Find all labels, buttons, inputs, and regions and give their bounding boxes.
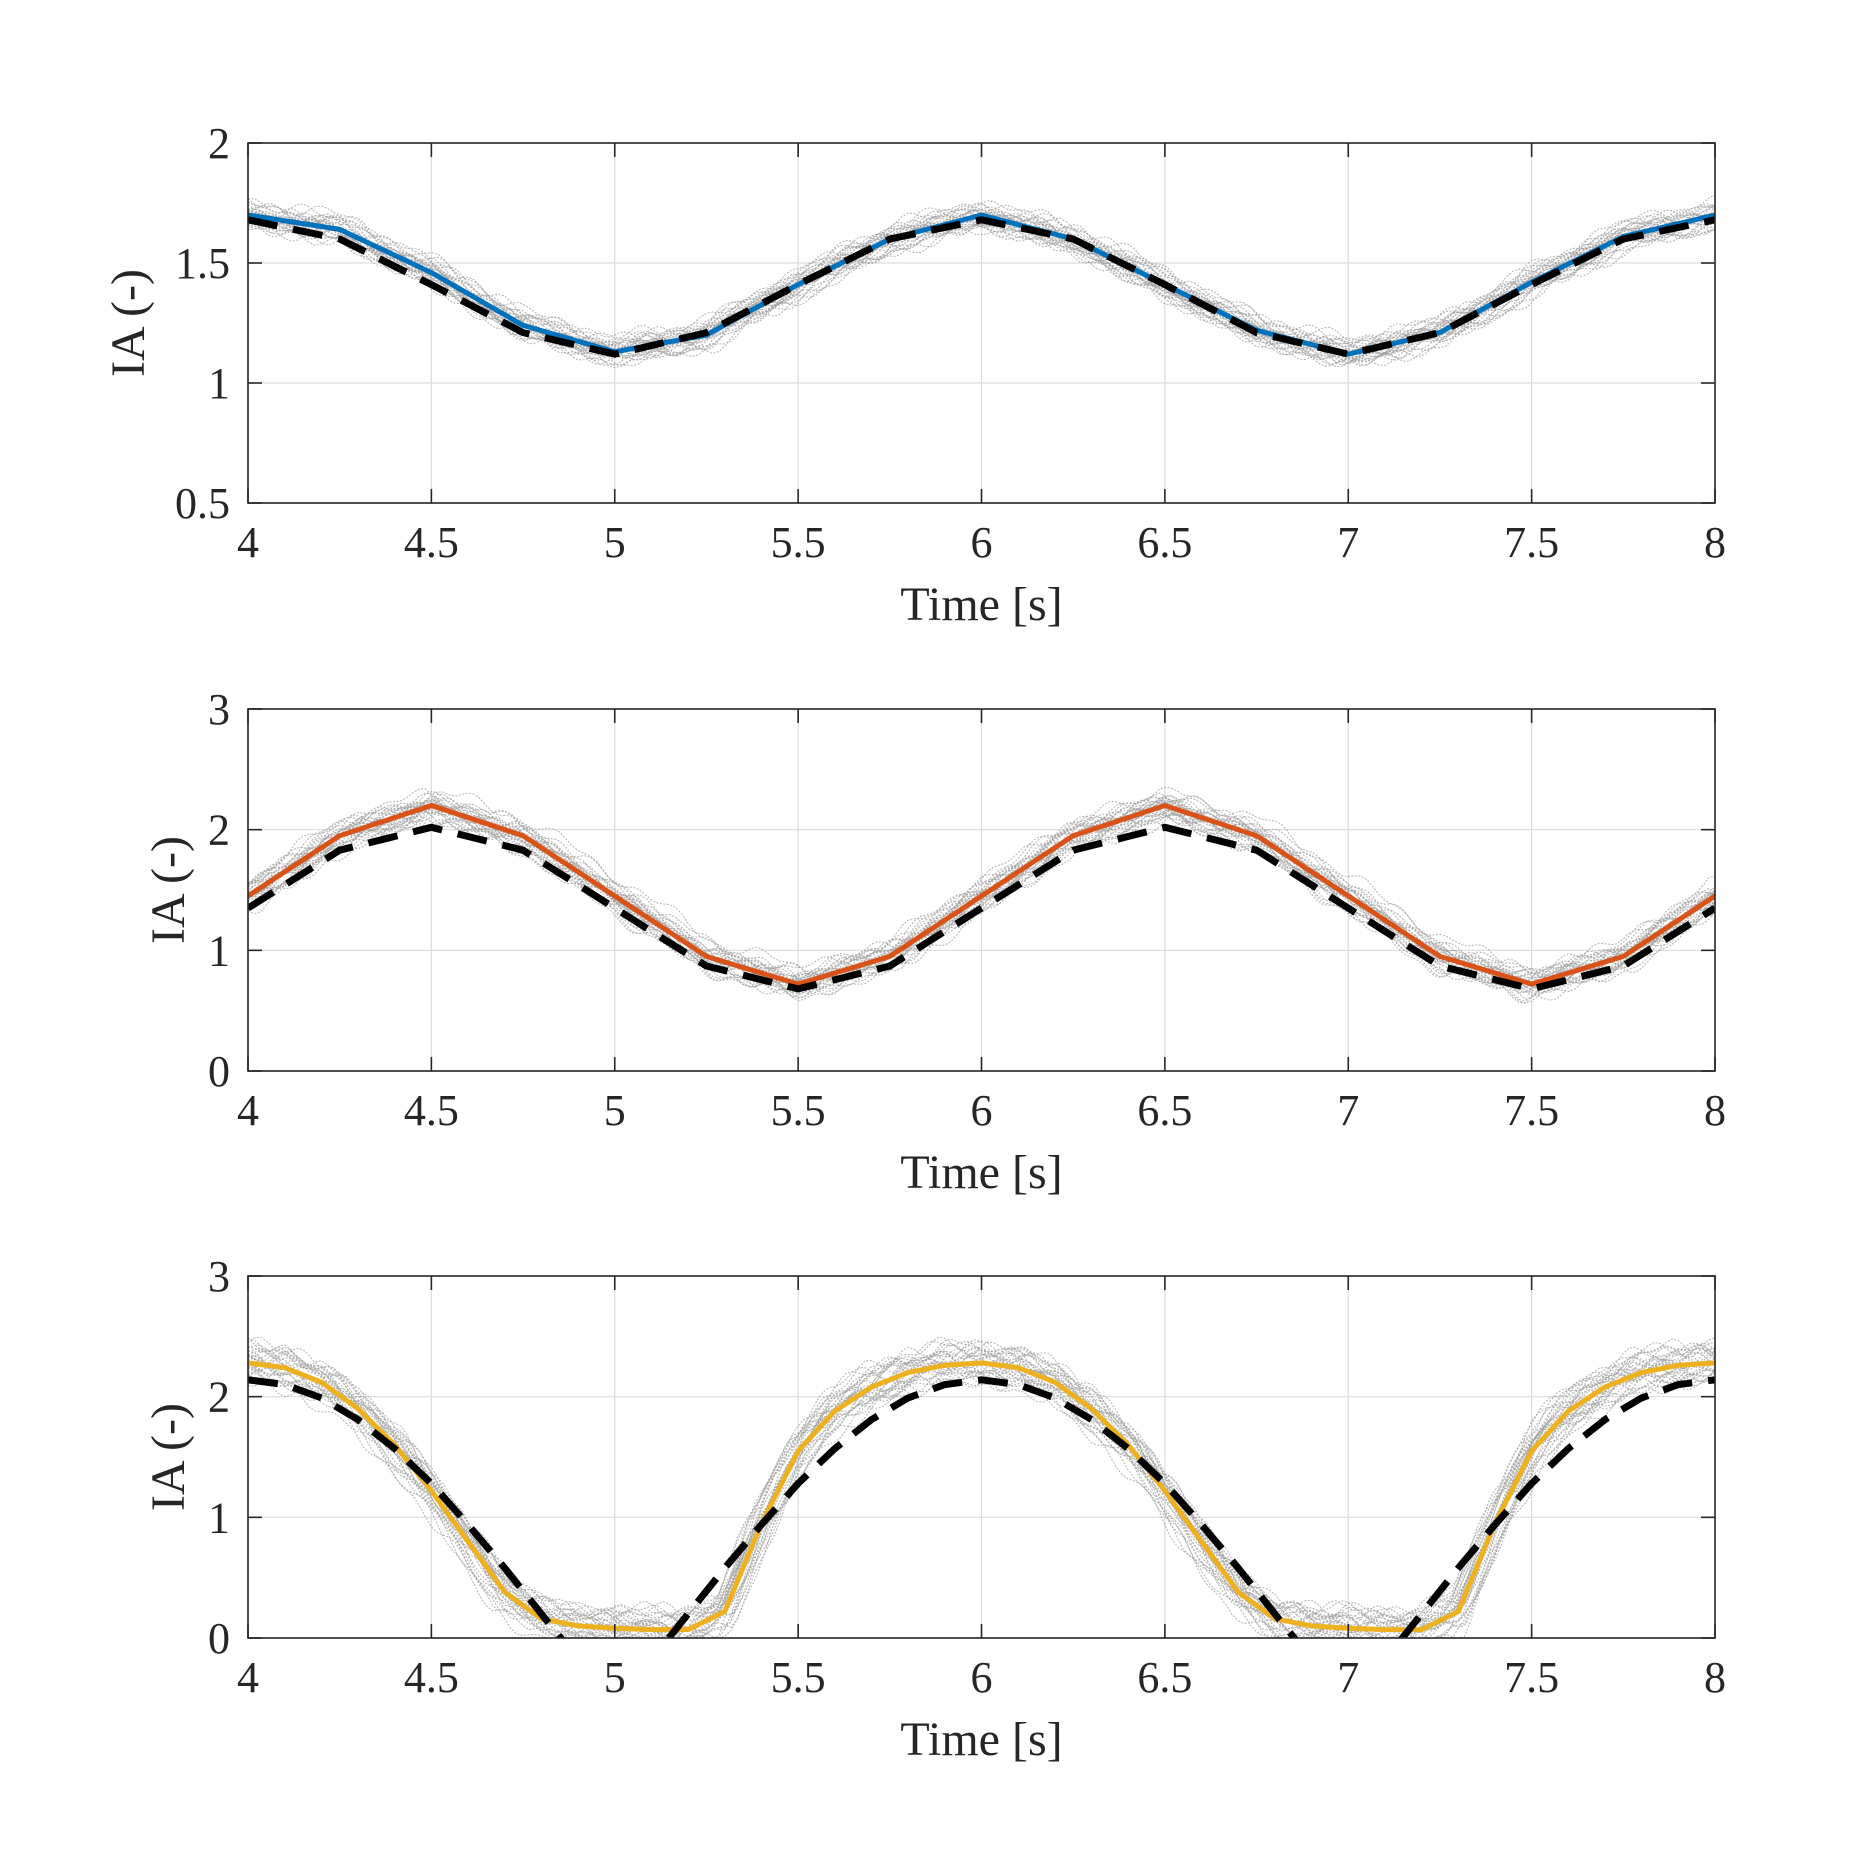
x-tick-label: 4 (237, 518, 259, 567)
y-axis-label: IA (-) (102, 269, 155, 377)
y-tick-label: 3 (208, 685, 230, 734)
reference-dashed-line (248, 1376, 1715, 1638)
x-tick-label: 7 (1337, 1086, 1359, 1135)
trial-trace (248, 225, 1715, 366)
x-tick-label: 8 (1704, 518, 1726, 567)
x-axis-label: Time [s] (900, 1146, 1062, 1199)
x-tick-label: 7.5 (1504, 1653, 1559, 1702)
trial-trace (248, 1369, 1715, 1638)
tick-marks (247, 142, 1716, 504)
x-tick-label: 4.5 (404, 518, 459, 567)
x-axis-label: Time [s] (900, 578, 1062, 631)
y-tick-label: 2 (208, 806, 230, 855)
grid-lines (247, 142, 1716, 504)
x-tick-label: 6 (971, 518, 993, 567)
x-tick-label: 6.5 (1137, 518, 1192, 567)
y-tick-label: 2 (208, 119, 230, 168)
tick-marks (247, 1275, 1716, 1639)
x-tick-labels: 4 4.5 5 5.5 6 6.5 7 7.5 8 (237, 518, 1726, 567)
trial-trace (248, 194, 1715, 345)
trial-trace (248, 218, 1715, 367)
grid-lines (247, 1275, 1716, 1639)
x-tick-labels: 4 4.5 5 5.5 6 6.5 7 7.5 8 (237, 1086, 1726, 1135)
trial-trace (248, 203, 1715, 354)
y-tick-label: 3 (208, 1252, 230, 1301)
trial-trace (248, 213, 1715, 358)
x-tick-label: 5.5 (771, 518, 826, 567)
x-tick-label: 6 (971, 1086, 993, 1135)
series-layer (248, 1360, 1715, 1638)
y-tick-labels: 0 1 2 3 (208, 1252, 230, 1663)
x-axis-label: Time [s] (900, 1713, 1062, 1766)
y-axis-label: IA (-) (142, 1403, 195, 1511)
subplot-2: 4 4.5 5 5.5 6 6.5 7 7.5 8 0 1 2 3 Time [s] IA (-) (142, 685, 1726, 1199)
trial-trace (248, 1358, 1715, 1638)
mean-series-line (248, 1360, 1715, 1633)
trial-trace (248, 788, 1715, 974)
x-tick-label: 8 (1704, 1653, 1726, 1702)
mean-series-line (248, 803, 1715, 987)
y-tick-label: 0 (208, 1614, 230, 1663)
trial-trace (248, 208, 1715, 348)
trial-trace (248, 201, 1715, 349)
trial-trace (248, 205, 1715, 358)
trial-trace (248, 1348, 1715, 1634)
subplot-3: 4 4.5 5 5.5 6 6.5 7 7.5 8 0 1 2 3 Time [s] IA (-) (142, 1252, 1726, 1766)
x-tick-label: 8 (1704, 1086, 1726, 1135)
x-tick-label: 7.5 (1504, 518, 1559, 567)
x-tick-label: 6 (971, 1653, 993, 1702)
trial-trace (248, 808, 1715, 999)
x-tick-labels: 4 4.5 5 5.5 6 6.5 7 7.5 8 (237, 1653, 1726, 1702)
y-tick-label: 0 (208, 1047, 230, 1096)
y-tick-label: 1 (208, 359, 230, 408)
trial-trace (248, 1370, 1715, 1638)
x-tick-label: 5.5 (771, 1653, 826, 1702)
x-tick-label: 4 (237, 1653, 259, 1702)
reference-dashed-line (248, 216, 1715, 358)
trial-trace (248, 797, 1715, 988)
trial-trace (248, 795, 1715, 983)
x-tick-label: 4 (237, 1086, 259, 1135)
subplot-1: 4 4.5 5 5.5 6 6.5 7 7.5 8 0.5 1 1.5 2 Time [s] IA (… (102, 119, 1726, 631)
x-tick-label: 7 (1337, 518, 1359, 567)
y-tick-label: 1.5 (175, 239, 230, 288)
trial-trace (248, 1344, 1715, 1630)
trial-trace (248, 216, 1715, 365)
trial-trace (248, 797, 1715, 988)
y-tick-label: 2 (208, 1373, 230, 1422)
y-tick-labels: 0.5 1 1.5 2 (175, 119, 230, 528)
x-tick-label: 7.5 (1504, 1086, 1559, 1135)
tick-marks (247, 708, 1716, 1072)
y-axis-label: IA (-) (142, 836, 195, 944)
x-tick-label: 6.5 (1137, 1086, 1192, 1135)
trial-trace (248, 1354, 1715, 1638)
trial-trace (248, 1347, 1715, 1634)
y-tick-label: 1 (208, 926, 230, 975)
series-layer (248, 212, 1715, 358)
x-tick-label: 4.5 (404, 1086, 459, 1135)
x-tick-label: 5 (604, 1653, 626, 1702)
trial-trace (248, 786, 1715, 978)
y-tick-labels: 0 1 2 3 (208, 685, 230, 1096)
x-tick-label: 4.5 (404, 1653, 459, 1702)
trial-trace (248, 800, 1715, 989)
x-tick-label: 6.5 (1137, 1653, 1192, 1702)
y-tick-label: 1 (208, 1493, 230, 1542)
trial-trace (248, 1361, 1715, 1638)
series-layer (248, 803, 1715, 993)
trial-trace (248, 1339, 1715, 1627)
x-tick-label: 5 (604, 518, 626, 567)
x-tick-label: 5.5 (771, 1086, 826, 1135)
x-tick-label: 5 (604, 1086, 626, 1135)
reference-dashed-line (248, 823, 1715, 993)
y-tick-label: 0.5 (175, 479, 230, 528)
x-tick-label: 7 (1337, 1653, 1359, 1702)
trial-trace (248, 1336, 1715, 1624)
